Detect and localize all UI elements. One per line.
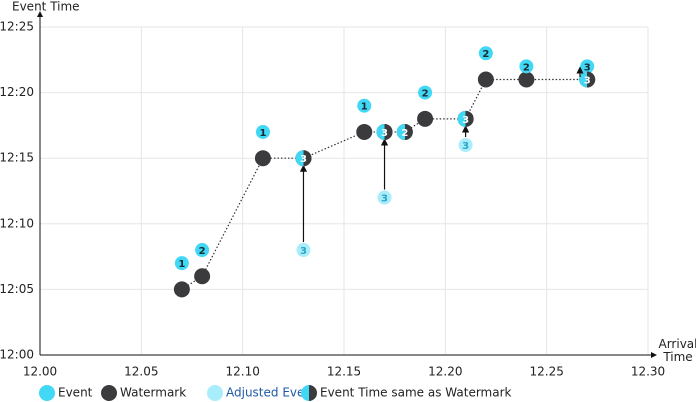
legend-label: Adjusted Event — [226, 386, 317, 400]
adjusted-event-point — [458, 138, 473, 153]
event-label: 3 — [462, 141, 469, 152]
event-point — [418, 85, 433, 100]
event-label: 1 — [259, 128, 266, 139]
event-label: 3 — [381, 194, 388, 205]
y-axis-title: Event Time — [12, 0, 80, 14]
event-label: 3 — [300, 154, 307, 165]
legend-label: Watermark — [120, 386, 186, 400]
x-tick-label: 12.25 — [529, 365, 563, 379]
watermark-point — [356, 123, 373, 140]
x-tick-label: 12.20 — [428, 365, 462, 379]
event-same-as-watermark-point — [457, 110, 474, 127]
x-axis-title: Arrival Time — [658, 337, 696, 364]
event-same-as-watermark-point — [579, 71, 596, 88]
y-tick-label: 12:15 — [0, 151, 34, 165]
legend-label: Event Time same as Watermark — [320, 386, 512, 400]
event-point — [174, 256, 189, 271]
x-tick-label: 12.10 — [225, 365, 259, 379]
y-tick-label: 12:00 — [0, 348, 34, 362]
event-label: 1 — [178, 259, 185, 270]
event-same-as-watermark-point — [376, 123, 393, 140]
watermark-point — [518, 71, 535, 88]
event-label: 1 — [361, 102, 368, 113]
watermark-point — [194, 268, 211, 285]
plot: 1 2 1 1 2 2 2 3 3 3 3 3 3 2 3 3 — [173, 46, 596, 298]
event-label: 3 — [300, 246, 307, 257]
y-tick-label: 12:05 — [0, 282, 34, 296]
event-point — [357, 98, 372, 113]
grid: 12.00 12.05 12.10 12.15 12.20 12.25 12.30 12:00… — [0, 20, 665, 379]
event-label: 3 — [584, 62, 591, 73]
y-tick-label: 12:25 — [0, 20, 34, 34]
event-point — [580, 59, 595, 74]
event-label: 2 — [422, 89, 429, 100]
adjusted-event-point — [377, 190, 392, 205]
event-point — [195, 243, 210, 258]
event-label: 3 — [584, 75, 591, 86]
x-tick-label: 12.05 — [124, 365, 158, 379]
watermark-point — [173, 281, 190, 298]
x-tick-label: 12.15 — [327, 365, 361, 379]
event-same-as-watermark-point — [396, 123, 413, 140]
y-tick-label: 12:20 — [0, 85, 34, 99]
watermark-point — [477, 71, 494, 88]
event-label: 3 — [462, 115, 469, 126]
x-tick-label: 12.00 — [23, 365, 57, 379]
event-point — [478, 46, 493, 61]
legend-swatch — [101, 385, 117, 401]
event-point — [519, 59, 534, 74]
legend-swatch — [301, 385, 317, 401]
adjusted-event-point — [296, 243, 311, 258]
legend-swatch — [207, 385, 223, 401]
event-label: 2 — [523, 62, 530, 73]
event-label: 2 — [482, 49, 489, 60]
event-same-as-watermark-point — [295, 150, 312, 167]
watermark-point — [417, 110, 434, 127]
watermark-point — [254, 150, 271, 167]
event-label: 2 — [401, 128, 408, 139]
event-label: 3 — [381, 128, 388, 139]
legend: Event Watermark Adjusted Event Event Time s… — [39, 385, 512, 401]
watermark-line — [181, 78, 588, 290]
event-label: 2 — [199, 246, 206, 257]
event-point — [255, 124, 270, 139]
y-tick-label: 12:10 — [0, 216, 34, 230]
x-tick-label: 12.30 — [631, 365, 665, 379]
legend-label: Event — [58, 386, 93, 400]
legend-swatch — [39, 385, 55, 401]
